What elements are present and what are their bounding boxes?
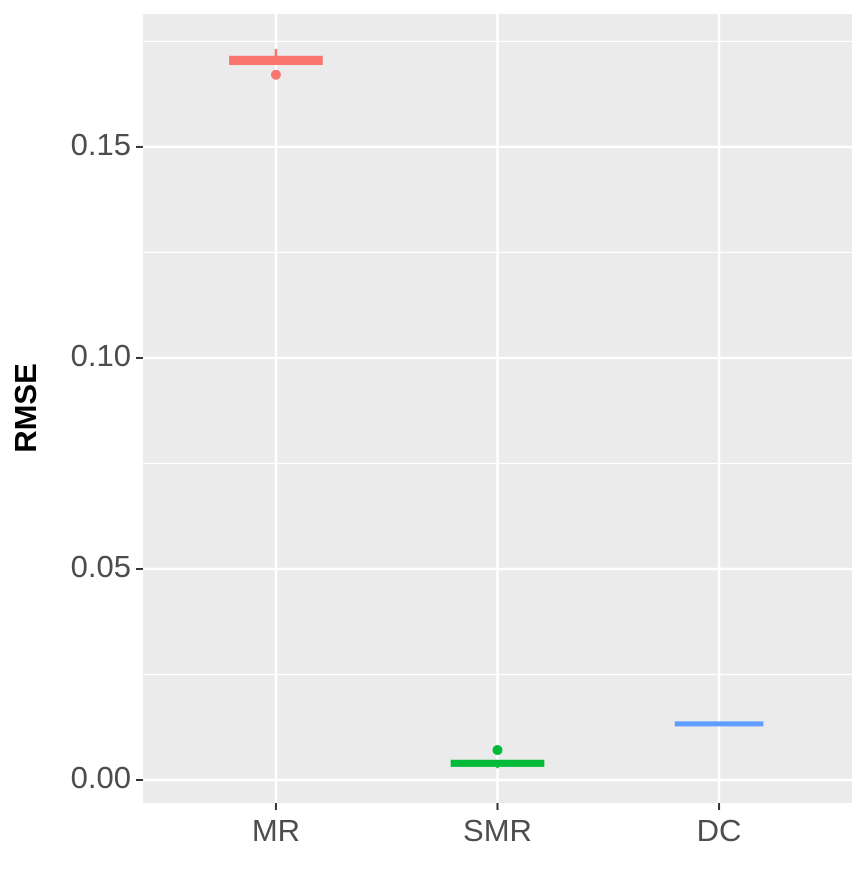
outlier xyxy=(492,745,503,756)
x-tick-label: MR xyxy=(252,813,300,848)
y-tick-label: 0.10 xyxy=(71,338,131,373)
y-tick-label: 0.05 xyxy=(71,549,131,584)
y-tick-label: 0.15 xyxy=(71,127,131,162)
x-tick-label: SMR xyxy=(463,813,532,848)
outlier xyxy=(270,69,281,80)
y-tick-label: 0.00 xyxy=(71,760,131,795)
y-axis-title: RMSE xyxy=(8,363,43,453)
x-tick-label: DC xyxy=(697,813,742,848)
